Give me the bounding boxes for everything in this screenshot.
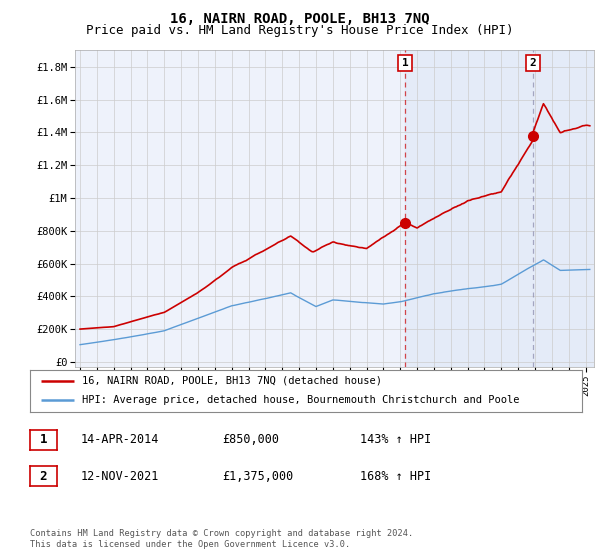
Text: 12-NOV-2021: 12-NOV-2021 [81,469,160,483]
Text: Price paid vs. HM Land Registry's House Price Index (HPI): Price paid vs. HM Land Registry's House … [86,24,514,36]
Text: 2: 2 [529,58,536,68]
Text: £1,375,000: £1,375,000 [222,469,293,483]
Text: 1: 1 [40,433,47,446]
Bar [405,50,600,367]
Text: 16, NAIRN ROAD, POOLE, BH13 7NQ: 16, NAIRN ROAD, POOLE, BH13 7NQ [170,12,430,26]
Text: 2: 2 [40,469,47,483]
Text: 14-APR-2014: 14-APR-2014 [81,433,160,446]
Text: £850,000: £850,000 [222,433,279,446]
Text: 16, NAIRN ROAD, POOLE, BH13 7NQ (detached house): 16, NAIRN ROAD, POOLE, BH13 7NQ (detache… [82,376,382,386]
Text: HPI: Average price, detached house, Bournemouth Christchurch and Poole: HPI: Average price, detached house, Bour… [82,395,520,405]
Text: 1: 1 [401,58,409,68]
Text: Contains HM Land Registry data © Crown copyright and database right 2024.
This d: Contains HM Land Registry data © Crown c… [30,529,413,549]
Text: 143% ↑ HPI: 143% ↑ HPI [360,433,431,446]
Text: 168% ↑ HPI: 168% ↑ HPI [360,469,431,483]
